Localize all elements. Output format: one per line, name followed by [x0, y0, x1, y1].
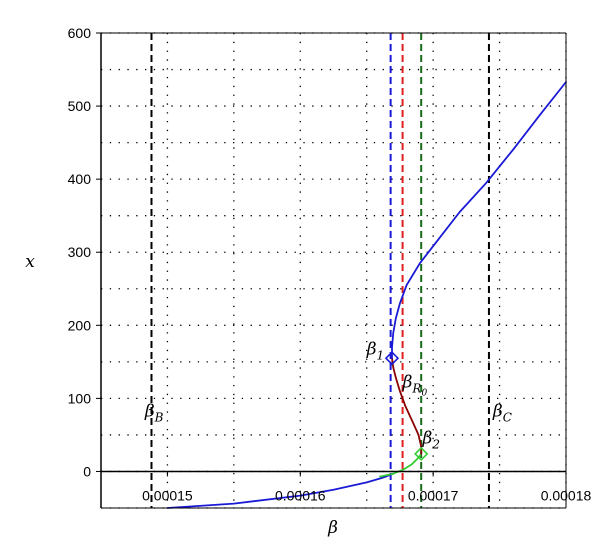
y-tick-label: 300 [68, 244, 92, 260]
x-tick-label: 0.00016 [275, 487, 326, 503]
series-line-1 [379, 452, 423, 478]
annotation-0: βB [144, 402, 164, 425]
tick-labels: 0 100 200 300 400 500 600 0.00015 0.00016 0.00017… [68, 25, 592, 503]
x-tick-label: 0.00017 [408, 487, 459, 503]
y-tick-label: 200 [68, 317, 92, 333]
series-layer [166, 81, 567, 509]
marker-layer [384, 351, 429, 462]
annotation-1: β1 [366, 340, 384, 363]
grid-layer [101, 32, 567, 509]
x-tick-label: 0.00015 [142, 487, 193, 503]
vertical-reference-lines [150, 33, 490, 508]
y-tick-label: 100 [68, 390, 92, 406]
point-marker-1 [414, 446, 429, 462]
series-line-0 [166, 472, 395, 509]
x-axis-label: β [327, 518, 338, 538]
x-tick-label: 0.00018 [541, 487, 592, 503]
axis-layer [96, 32, 567, 509]
annotations: βB β1 βR0 β2 βC [144, 340, 512, 452]
annotation-3: β2 [422, 429, 440, 452]
series-line-2 [391, 357, 423, 455]
y-tick-label: 500 [68, 98, 92, 114]
annotation-4: βC [492, 402, 512, 425]
series-line-3 [391, 81, 567, 360]
y-axis-label: x [25, 252, 35, 272]
point-marker-0 [384, 351, 400, 366]
y-tick-label: 600 [68, 25, 92, 41]
y-tick-label: 400 [68, 171, 92, 187]
annotation-2: βR0 [402, 372, 428, 398]
y-tick-label: 0 [83, 463, 91, 479]
